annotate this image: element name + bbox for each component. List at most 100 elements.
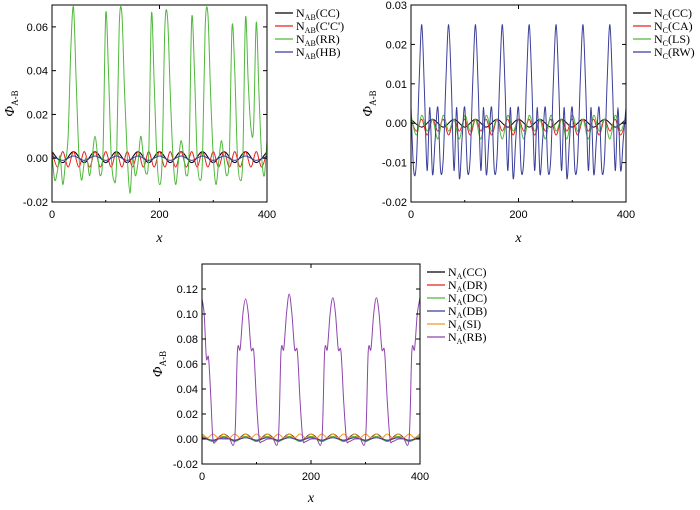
legend-suffix: (DR)	[462, 278, 487, 292]
legend-entry: NAB(RR)	[296, 32, 340, 48]
series-line-a-rb	[202, 293, 420, 446]
y-tick-label: 0.08	[177, 334, 198, 346]
legend-symbol: N	[654, 45, 663, 59]
x-tick-label: 400	[411, 471, 429, 483]
legend-symbol: N	[448, 304, 457, 318]
y-tick-label: 0.00	[386, 118, 407, 130]
x-axis-label: x	[155, 231, 163, 246]
legend-symbol: N	[448, 291, 457, 305]
y-tick-label: -0.02	[382, 197, 407, 209]
x-tick-label: 200	[150, 209, 168, 221]
x-axis-label: x	[307, 491, 315, 506]
legend-entry: NC(LS)	[654, 32, 690, 48]
legend-subscript: A	[457, 298, 463, 307]
x-tick-label: 400	[617, 209, 635, 221]
legend: NC(CC)NC(CA)NC(LS)NC(RW)	[633, 6, 695, 61]
legend-subscript: AB	[305, 52, 316, 61]
series-line-ab-hb	[52, 155, 267, 161]
y-tick-label: 0.03	[386, 0, 407, 12]
series-group	[52, 5, 267, 194]
x-tick-label: 0	[49, 209, 55, 221]
legend-subscript: A	[457, 311, 463, 320]
y-axis-symbol: Φ	[3, 106, 18, 117]
legend-suffix: (LS)	[668, 32, 690, 46]
series-line-a-dc	[202, 435, 420, 443]
y-tick-label: 0.06	[177, 359, 198, 371]
legend-entry: NAB(HB)	[296, 45, 340, 61]
legend-entry: NC(RW)	[654, 45, 695, 61]
y-tick-label: -0.02	[173, 459, 198, 471]
series-line-a-si	[202, 433, 420, 439]
y-tick-label: 0.12	[177, 284, 198, 296]
y-axis-symbol: Φ	[361, 106, 376, 117]
legend-symbol: N	[448, 278, 457, 292]
legend-subscript: C	[663, 39, 668, 48]
series-line-ab-rr	[52, 5, 267, 194]
y-axis-subscript: A-B	[368, 90, 378, 106]
x-tick-label: 0	[199, 471, 205, 483]
legend-symbol: N	[654, 32, 663, 46]
y-tick-label: 0.00	[177, 434, 198, 446]
legend-entry: NA(SI)	[448, 317, 481, 333]
legend-symbol: N	[296, 45, 305, 59]
y-tick-label: 0.10	[177, 309, 198, 321]
y-axis-subscript: A-B	[158, 351, 168, 367]
legend-symbol: N	[654, 19, 663, 33]
legend-symbol: N	[296, 6, 305, 20]
legend-entry: NAB(CC)	[296, 6, 340, 22]
y-tick-label: 0.02	[386, 39, 407, 51]
legend-suffix: (SI)	[462, 317, 481, 331]
legend-subscript: AB	[305, 13, 316, 22]
legend-subscript: A	[457, 272, 463, 281]
legend: NAB(CC)NAB(C'C')NAB(RR)NAB(HB)	[275, 6, 344, 61]
legend-subscript: C	[663, 52, 668, 61]
legend-subscript: AB	[305, 26, 316, 35]
y-tick-label: 0.00	[27, 153, 48, 165]
y-axis-label-text: ΦA-B	[3, 90, 20, 116]
legend-suffix: (DB)	[462, 304, 487, 318]
x-tick-label: 200	[509, 209, 527, 221]
legend-symbol: N	[448, 265, 457, 279]
series-line-c-cc	[411, 118, 626, 128]
legend-suffix: (CA)	[668, 19, 693, 33]
legend-entry: NA(DB)	[448, 304, 487, 320]
legend-entry: NC(CC)	[654, 6, 692, 22]
legend-subscript: C	[663, 13, 668, 22]
legend-suffix: (CC)	[462, 265, 486, 279]
chart-panel-top-right: 0 200 400-0.02-0.010.000.010.020.03xΦA-BNC…	[361, 0, 695, 246]
x-axis-label: x	[514, 231, 522, 246]
y-axis-label-text: ΦA-B	[151, 351, 168, 377]
y-axis-label-text: ΦA-B	[361, 90, 378, 116]
legend-entry: NA(CC)	[448, 265, 486, 281]
legend-suffix: (RR)	[316, 32, 340, 46]
legend-subscript: AB	[305, 39, 316, 48]
legend-entry: NAB(C'C')	[296, 19, 344, 35]
legend-symbol: N	[296, 32, 305, 46]
series-group	[411, 24, 626, 180]
y-axis-label: ΦA-B	[151, 351, 168, 377]
y-axis-label: ΦA-B	[361, 90, 378, 116]
y-tick-label: -0.01	[382, 158, 407, 170]
legend-entry: NA(RB)	[448, 330, 486, 346]
y-tick-label: -0.02	[23, 197, 48, 209]
y-tick-label: 0.02	[177, 409, 198, 421]
legend-symbol: N	[448, 317, 457, 331]
legend-suffix: (CC)	[316, 6, 340, 20]
plot-frame	[51, 4, 268, 203]
chart-panel-bottom: 0 200 400 -0.02 0.00 0.02 0.04 0.06 0.08 0.10 0.12…	[151, 263, 487, 506]
legend: NA(CC)NA(DR)NA(DC)NA(DB)NA(SI)NA(RB)	[427, 265, 487, 346]
y-tick-label: 0.04	[177, 384, 198, 396]
y-tick-label: 0.04	[27, 66, 48, 78]
legend-suffix: (DC)	[462, 291, 487, 305]
legend-subscript: A	[457, 285, 463, 294]
legend-entry: NA(DR)	[448, 278, 487, 294]
y-axis-label: ΦA-B	[3, 90, 20, 116]
x-tick-label: 0	[408, 209, 414, 221]
legend-suffix: (C'C')	[316, 19, 344, 33]
series-group	[202, 293, 420, 446]
series-line-a-db	[202, 437, 420, 441]
legend-suffix: (HB)	[316, 45, 341, 59]
y-tick-label: 0.02	[27, 109, 48, 121]
x-tick-label: 400	[258, 209, 276, 221]
